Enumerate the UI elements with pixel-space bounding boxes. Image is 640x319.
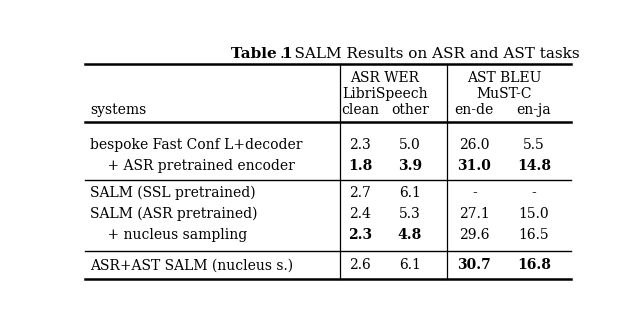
Text: .  SALM Results on ASR and AST tasks: . SALM Results on ASR and AST tasks [280,47,579,61]
Text: en-de: en-de [454,102,494,116]
Text: -: - [472,186,477,200]
Text: other: other [391,102,429,116]
Text: 5.3: 5.3 [399,207,420,221]
Text: 2.3: 2.3 [349,138,371,152]
Text: en-ja: en-ja [516,102,551,116]
Text: 1.8: 1.8 [348,159,372,173]
Text: 2.6: 2.6 [349,258,371,272]
Text: 16.8: 16.8 [517,258,551,272]
Text: 4.8: 4.8 [397,228,422,242]
Text: 14.8: 14.8 [517,159,551,173]
Text: Table 1: Table 1 [231,47,293,61]
Text: 29.6: 29.6 [459,228,490,242]
Text: 15.0: 15.0 [518,207,549,221]
Text: systems: systems [90,102,146,116]
Text: 27.1: 27.1 [459,207,490,221]
Text: 3.9: 3.9 [398,159,422,173]
Text: + nucleus sampling: + nucleus sampling [90,228,247,242]
Text: SALM (SSL pretrained): SALM (SSL pretrained) [90,186,255,200]
Text: 16.5: 16.5 [518,228,549,242]
Text: 5.0: 5.0 [399,138,420,152]
Text: 31.0: 31.0 [458,159,492,173]
Text: -: - [531,186,536,200]
Text: bespoke Fast Conf L+decoder: bespoke Fast Conf L+decoder [90,138,303,152]
Text: ASR WER: ASR WER [351,70,420,85]
Text: 2.7: 2.7 [349,186,371,200]
Text: 6.1: 6.1 [399,258,420,272]
Text: clean: clean [341,102,380,116]
Text: 5.5: 5.5 [523,138,545,152]
Text: SALM (ASR pretrained): SALM (ASR pretrained) [90,207,257,221]
Text: 26.0: 26.0 [459,138,490,152]
Text: 6.1: 6.1 [399,186,420,200]
Text: ASR+AST SALM (nucleus s.): ASR+AST SALM (nucleus s.) [90,258,293,272]
Text: 2.4: 2.4 [349,207,371,221]
Text: + ASR pretrained encoder: + ASR pretrained encoder [90,159,295,173]
Text: LibriSpeech: LibriSpeech [342,86,428,100]
Text: AST BLEU: AST BLEU [467,70,541,85]
Text: 2.3: 2.3 [348,228,372,242]
Text: 30.7: 30.7 [458,258,491,272]
Text: MuST-C: MuST-C [476,86,532,100]
